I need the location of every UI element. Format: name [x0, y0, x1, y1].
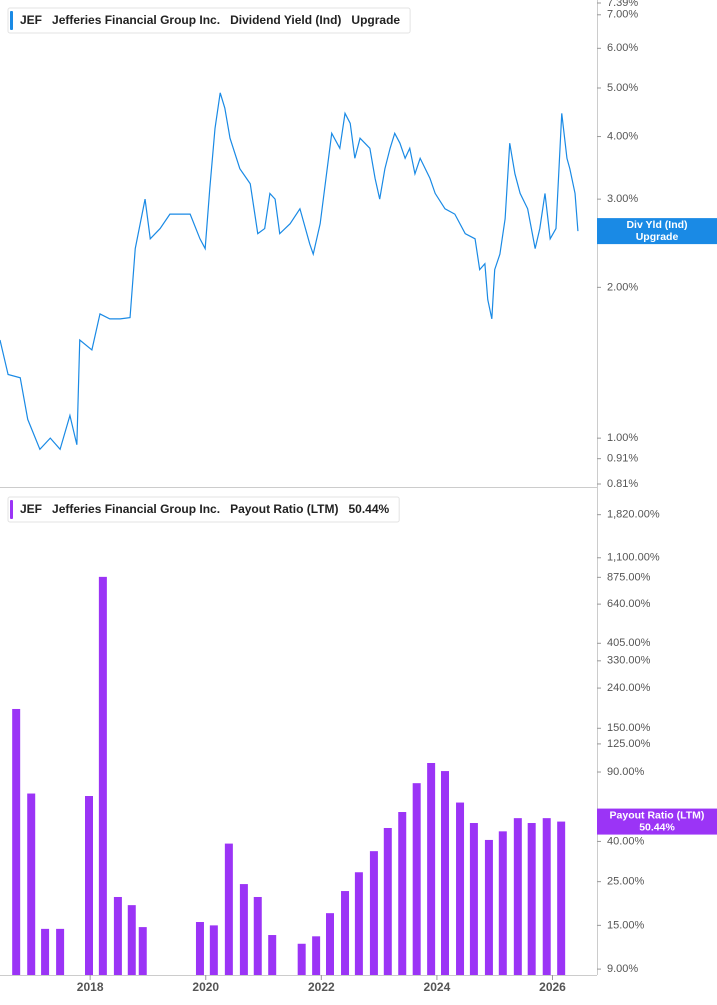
y-tick-label: 7.39%	[607, 0, 638, 9]
legend-swatch	[10, 500, 13, 519]
bar	[513, 818, 522, 975]
x-tick-label: 2022	[308, 980, 335, 994]
bar	[113, 896, 122, 975]
y-tick-label: 90.00%	[607, 766, 645, 778]
y-tick-label: 6.00%	[607, 42, 638, 54]
y-tick-label: 1,820.00%	[607, 509, 660, 521]
bar	[297, 943, 306, 975]
bar	[56, 928, 65, 975]
bar	[268, 935, 277, 975]
axis-value-box	[597, 808, 717, 835]
legend-company: Jefferies Financial Group Inc.	[52, 13, 220, 27]
legend-current: Upgrade	[351, 13, 400, 27]
bar	[209, 925, 218, 975]
y-tick-label: 3.00%	[607, 193, 638, 205]
bar	[127, 905, 136, 975]
y-tick-label: 1,100.00%	[607, 552, 660, 564]
y-tick-label: 25.00%	[607, 876, 645, 888]
axis-value-current: Upgrade	[636, 231, 679, 243]
y-tick-label: 150.00%	[607, 722, 651, 734]
legend-current: 50.44%	[349, 502, 390, 516]
y-tick-label: 15.00%	[607, 919, 645, 931]
legend-title: Dividend Yield (Ind)	[230, 13, 341, 27]
x-tick-label: 2020	[192, 980, 219, 994]
legend-swatch	[10, 11, 13, 30]
bar	[98, 576, 107, 975]
legend-ticker: JEF	[20, 502, 42, 516]
bar	[138, 927, 147, 975]
x-tick-label: 2026	[539, 980, 566, 994]
y-tick-label: 640.00%	[607, 598, 651, 610]
x-tick-label: 2024	[424, 980, 451, 994]
bar	[341, 891, 350, 975]
bar	[325, 913, 334, 975]
legend-ticker: JEF	[20, 13, 42, 27]
axis-value-title: Div Yld (Ind)	[626, 219, 687, 231]
bar	[469, 823, 478, 975]
bar	[85, 796, 94, 975]
bar	[41, 928, 50, 975]
bar	[312, 936, 321, 975]
y-tick-label: 2.00%	[607, 281, 638, 293]
y-tick-label: 1.00%	[607, 432, 638, 444]
y-tick-label: 0.81%	[607, 478, 638, 490]
y-tick-label: 40.00%	[607, 835, 645, 847]
bar	[383, 827, 392, 975]
bar	[412, 783, 421, 975]
x-tick-label: 2018	[77, 980, 104, 994]
y-tick-label: 5.00%	[607, 82, 638, 94]
bar	[557, 821, 566, 975]
y-tick-label: 9.00%	[607, 963, 638, 975]
bar	[498, 831, 507, 975]
y-tick-label: 330.00%	[607, 655, 651, 667]
bar	[456, 802, 465, 975]
legend-box	[7, 496, 400, 523]
bar	[484, 839, 493, 975]
legend-company: Jefferies Financial Group Inc.	[52, 502, 220, 516]
bar	[369, 851, 378, 975]
legend: JEF Jefferies Financial Group Inc. Payout …	[7, 496, 400, 523]
bar	[527, 823, 536, 975]
y-tick-label: 4.00%	[607, 130, 638, 142]
axis-value-current: 50.44%	[639, 821, 675, 833]
bar	[354, 872, 363, 975]
legend-box	[7, 7, 411, 34]
axis-value-box	[597, 218, 717, 245]
bar	[27, 793, 36, 975]
y-tick-label: 240.00%	[607, 682, 651, 694]
bar	[253, 896, 262, 975]
bar	[195, 922, 204, 975]
legend-title: Payout Ratio (LTM)	[230, 502, 338, 516]
y-tick-label: 7.00%	[607, 9, 638, 21]
legend: JEF Jefferies Financial Group Inc. Dividen…	[7, 7, 411, 34]
bar	[224, 843, 233, 975]
axis-value-title: Payout Ratio (LTM)	[610, 809, 705, 821]
bar	[239, 884, 248, 975]
y-tick-label: 405.00%	[607, 637, 651, 649]
y-tick-label: 125.00%	[607, 738, 651, 750]
bar	[398, 812, 407, 975]
bar	[441, 771, 450, 975]
bar	[427, 763, 436, 975]
y-tick-label: 0.91%	[607, 453, 638, 465]
bar	[12, 708, 21, 975]
y-tick-label: 875.00%	[607, 571, 651, 583]
line	[0, 92, 579, 451]
bar	[542, 818, 551, 975]
